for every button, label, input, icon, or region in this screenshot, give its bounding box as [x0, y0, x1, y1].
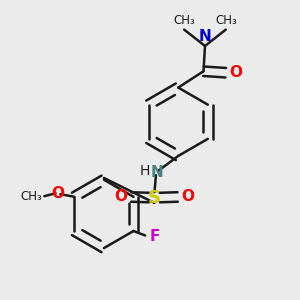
Text: O: O [52, 186, 64, 201]
Text: CH₃: CH₃ [215, 14, 237, 27]
Text: O: O [181, 190, 194, 205]
Text: CH₃: CH₃ [21, 190, 43, 203]
Text: O: O [230, 65, 242, 80]
Text: H: H [140, 164, 150, 178]
Text: O: O [115, 190, 128, 205]
Text: CH₃: CH₃ [173, 14, 195, 27]
Text: S: S [148, 189, 161, 207]
Text: F: F [150, 229, 160, 244]
Text: N: N [150, 165, 163, 180]
Text: N: N [199, 29, 212, 44]
